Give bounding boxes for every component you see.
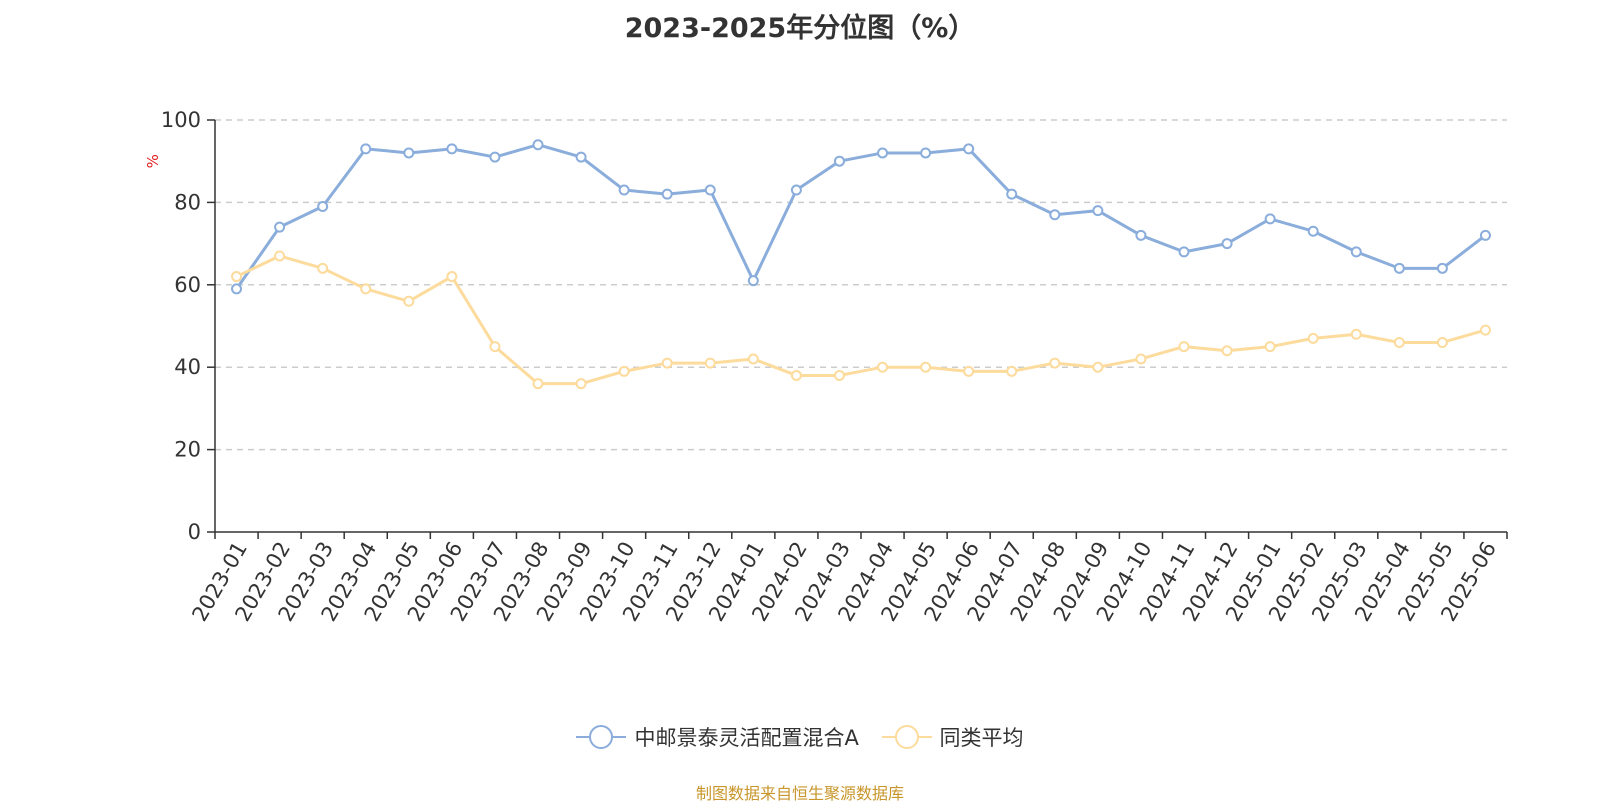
legend-marker-series-1: [576, 725, 627, 749]
y-tick-label-100: 100: [161, 108, 201, 132]
data-point-series-1-2023-09: [575, 151, 587, 163]
data-point-series-2-2023-02: [274, 250, 286, 262]
data-point-series-1-2024-11: [1178, 246, 1190, 258]
data-point-series-1-2024-01: [747, 275, 759, 287]
data-point-series-1-2023-05: [403, 147, 415, 159]
chart-title: 2023-2025年分位图（%）: [624, 13, 976, 44]
data-point-series-2-2024-01: [747, 353, 759, 365]
data-point-series-2-2023-08: [532, 378, 544, 390]
data-point-series-2-2023-09: [575, 378, 587, 390]
data-point-series-1-2024-09: [1092, 205, 1104, 217]
data-point-series-1-2025-06: [1479, 229, 1491, 241]
y-tick-label-20: 20: [174, 438, 201, 462]
data-point-series-1-2025-05: [1436, 262, 1448, 274]
y-tick-label-60: 60: [174, 273, 201, 297]
data-point-series-2-2025-03: [1350, 328, 1362, 340]
data-point-series-2-2023-05: [403, 295, 415, 307]
data-point-series-2-2024-07: [1006, 365, 1018, 377]
data-point-series-2-2024-10: [1135, 353, 1147, 365]
data-point-series-2-2024-09: [1092, 361, 1104, 373]
data-point-series-2-2023-10: [618, 365, 630, 377]
data-point-series-1-2024-07: [1006, 188, 1018, 200]
data-point-series-2-2025-04: [1393, 336, 1405, 348]
data-point-series-1-2023-12: [704, 184, 716, 196]
data-point-series-1-2025-03: [1350, 246, 1362, 258]
data-point-series-1-2024-12: [1221, 238, 1233, 250]
data-point-series-2-2024-05: [920, 361, 932, 373]
data-point-series-1-2023-11: [661, 188, 673, 200]
data-point-series-1-2025-04: [1393, 262, 1405, 274]
data-point-series-1-2023-03: [317, 201, 329, 213]
data-point-series-2-2023-06: [446, 271, 458, 283]
data-point-series-2-2023-01: [231, 271, 243, 283]
data-point-series-2-2023-12: [704, 357, 716, 369]
data-point-series-2-2025-01: [1264, 341, 1276, 353]
data-point-series-2-2025-05: [1436, 336, 1448, 348]
series-line-1: [235, 143, 1487, 290]
data-point-series-1-2023-08: [532, 139, 544, 151]
data-point-series-1-2023-04: [360, 143, 372, 155]
data-point-series-2-2024-02: [790, 369, 802, 381]
data-point-series-1-2024-02: [790, 184, 802, 196]
data-point-series-2-2024-12: [1221, 345, 1233, 357]
data-source-note: 制图数据来自恒生聚源数据库: [695, 784, 904, 803]
legend-item-series-2[interactable]: 同类平均: [881, 722, 1024, 752]
data-point-series-2-2023-03: [317, 262, 329, 274]
data-point-series-1-2024-10: [1135, 229, 1147, 241]
data-point-series-1-2025-02: [1307, 225, 1319, 237]
data-point-series-2-2023-11: [661, 357, 673, 369]
legend-label-series-2: 同类平均: [939, 726, 1024, 750]
data-point-series-2-2024-08: [1049, 357, 1061, 369]
data-point-series-2-2023-07: [489, 341, 501, 353]
data-point-series-1-2024-05: [920, 147, 932, 159]
y-tick-label-80: 80: [174, 190, 201, 214]
y-tick-label-40: 40: [174, 355, 201, 379]
data-point-series-1-2023-02: [274, 221, 286, 233]
data-point-series-1-2025-01: [1264, 213, 1276, 225]
data-point-series-2-2025-02: [1307, 332, 1319, 344]
legend: 中邮景泰灵活配置混合A 同类平均: [0, 722, 1600, 754]
y-tick-label-0: 0: [188, 520, 201, 544]
data-point-series-1-2023-07: [489, 151, 501, 163]
data-point-series-1-2024-08: [1049, 209, 1061, 221]
data-point-series-2-2024-06: [963, 365, 975, 377]
legend-marker-series-2: [881, 725, 932, 749]
legend-label-series-1: 中邮景泰灵活配置混合A: [634, 726, 859, 750]
data-point-series-1-2024-06: [963, 143, 975, 155]
data-point-series-1-2023-06: [446, 143, 458, 155]
data-point-series-1-2024-04: [877, 147, 889, 159]
legend-item-series-1[interactable]: 中邮景泰灵活配置混合A: [576, 722, 859, 752]
data-point-series-2-2024-03: [833, 369, 845, 381]
data-point-series-2-2025-06: [1479, 324, 1491, 336]
series-line-2: [235, 254, 1486, 386]
y-axis-label: %: [144, 154, 162, 168]
data-point-series-1-2024-03: [833, 155, 845, 167]
data-point-series-1-2023-10: [618, 184, 630, 196]
data-point-series-2-2023-04: [360, 283, 372, 295]
data-point-series-1-2023-01: [231, 283, 243, 295]
data-point-series-2-2024-04: [877, 361, 889, 373]
data-point-series-2-2024-11: [1178, 341, 1190, 353]
